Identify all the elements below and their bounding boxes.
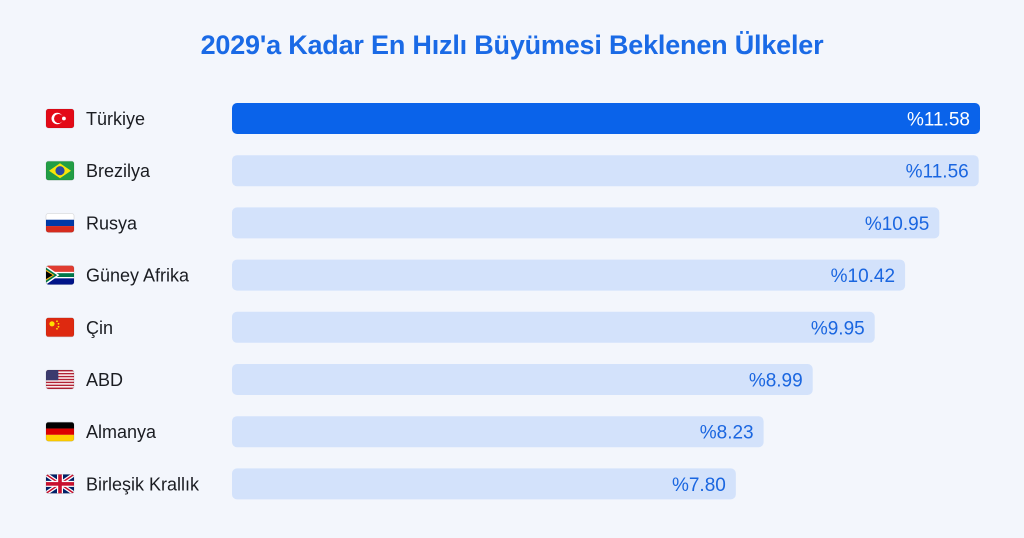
value-label: %10.42 [831,266,895,287]
bar-row: Çin %9.95 [45,311,875,343]
bar-row: Almanya %8.23 [45,416,764,448]
bar-row: Türkiye %11.58 [45,103,980,134]
bar-row: Birleşik Krallık %7.80 [45,468,736,500]
turkey-flag-icon [45,108,75,129]
value-label: %11.58 [907,110,970,131]
country-label: Brezilya [86,161,151,181]
value-label: %10.95 [865,214,929,235]
bar [232,259,906,291]
country-label: Almanya [86,422,157,442]
country-label: ABD [86,370,123,390]
bar [232,103,980,134]
chart-title: 2029'a Kadar En Hızlı Büyümesi Beklenen … [200,30,824,60]
country-label: Türkiye [86,109,145,129]
russia-flag-icon [45,212,75,233]
bar-row: Rusya %10.95 [45,207,940,239]
bar-row: Brezilya %11.56 [45,155,979,187]
bar [232,468,736,500]
value-label: %8.99 [749,371,803,392]
country-label: Çin [86,318,113,338]
value-label: %7.80 [672,475,726,496]
country-label: Rusya [86,213,138,233]
country-label: Birleşik Krallık [86,474,200,494]
south-africa-flag-icon [45,265,75,286]
brazil-flag-icon [45,160,75,181]
china-flag-icon [45,317,75,338]
bar [232,207,940,239]
bar [232,155,979,187]
bar-row: Güney Afrika %10.42 [45,259,906,291]
country-label: Güney Afrika [86,266,190,286]
bar [232,416,764,448]
value-label: %9.95 [811,318,865,339]
uk-flag-icon [45,473,75,494]
value-label: %8.23 [700,423,754,444]
bar [232,364,813,395]
usa-flag-icon [45,369,75,390]
bar-row: ABD %8.99 [45,364,813,395]
value-label: %11.56 [906,162,969,183]
germany-flag-icon [45,421,75,442]
bar [232,311,875,343]
